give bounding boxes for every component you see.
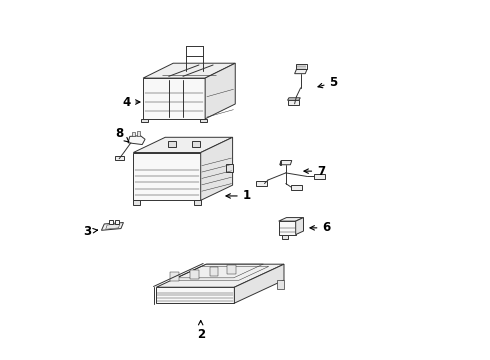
Polygon shape (143, 78, 205, 119)
Polygon shape (288, 100, 299, 105)
Text: 2: 2 (196, 320, 205, 341)
Polygon shape (137, 131, 141, 136)
Text: 5: 5 (318, 76, 338, 89)
Polygon shape (133, 201, 140, 204)
Polygon shape (205, 63, 235, 119)
Polygon shape (168, 141, 176, 147)
Polygon shape (288, 98, 300, 100)
Text: 3: 3 (83, 225, 98, 238)
Polygon shape (200, 119, 207, 122)
Polygon shape (291, 185, 302, 190)
Polygon shape (296, 64, 307, 69)
Polygon shape (277, 280, 284, 289)
Polygon shape (210, 267, 219, 276)
Polygon shape (280, 161, 292, 165)
Polygon shape (256, 181, 267, 186)
Polygon shape (101, 222, 123, 230)
Text: 1: 1 (226, 189, 251, 202)
Polygon shape (115, 156, 124, 160)
Polygon shape (280, 161, 281, 165)
Polygon shape (279, 217, 303, 221)
Text: 8: 8 (115, 127, 129, 142)
Polygon shape (156, 264, 284, 287)
Polygon shape (156, 287, 234, 303)
Polygon shape (279, 221, 295, 235)
Polygon shape (128, 136, 145, 145)
Polygon shape (227, 265, 236, 274)
Polygon shape (143, 63, 235, 78)
Polygon shape (170, 273, 178, 281)
Polygon shape (133, 153, 201, 201)
Polygon shape (190, 270, 199, 279)
Polygon shape (234, 264, 284, 303)
Polygon shape (141, 119, 148, 122)
Polygon shape (106, 224, 120, 229)
Text: 7: 7 (304, 165, 325, 177)
Polygon shape (294, 69, 307, 74)
Polygon shape (282, 235, 288, 239)
Text: 4: 4 (122, 95, 140, 108)
Polygon shape (195, 201, 201, 204)
Text: 6: 6 (310, 221, 331, 234)
Polygon shape (193, 141, 200, 147)
Polygon shape (132, 132, 135, 136)
Polygon shape (201, 137, 233, 201)
Polygon shape (314, 174, 325, 179)
Polygon shape (225, 164, 233, 172)
Polygon shape (133, 137, 233, 153)
Polygon shape (115, 220, 119, 224)
Polygon shape (295, 217, 303, 235)
Polygon shape (109, 220, 113, 224)
